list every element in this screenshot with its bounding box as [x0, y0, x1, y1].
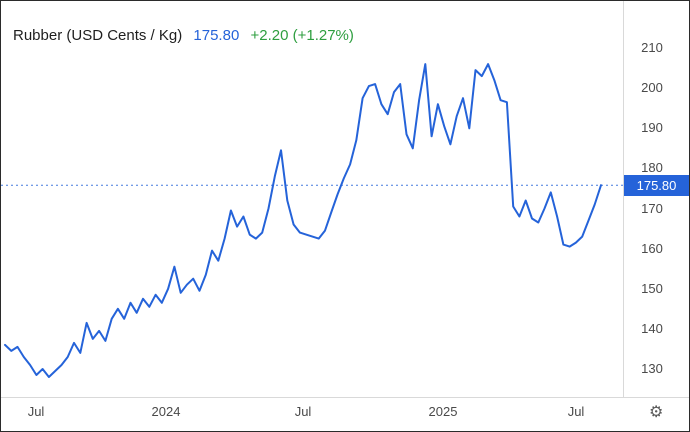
settings-gear-icon[interactable]: ⚙	[649, 404, 664, 421]
x-tick-2024: 2024	[151, 404, 181, 419]
y-tick-140: 140	[641, 321, 663, 336]
y-tick-200: 200	[641, 80, 663, 95]
x-tick-2025: 2025	[428, 404, 458, 419]
x-tick-jul-2024: Jul	[294, 404, 312, 419]
y-tick-170: 170	[641, 201, 663, 216]
y-axis-line	[623, 1, 624, 398]
price-series-line	[4, 63, 602, 378]
x-axis-line	[1, 397, 689, 398]
y-tick-190: 190	[641, 120, 663, 135]
y-tick-180: 180	[641, 160, 663, 175]
instrument-title: Rubber (USD Cents / Kg)	[13, 27, 183, 44]
chart-plot-area[interactable]	[1, 1, 623, 398]
current-price-axis-badge: 175.80	[624, 175, 689, 196]
y-tick-130: 130	[641, 361, 663, 376]
last-price-value: 175.80	[193, 27, 240, 44]
y-tick-160: 160	[641, 241, 663, 256]
x-tick-jul-2025: Jul	[567, 404, 585, 419]
y-tick-150: 150	[641, 281, 663, 296]
y-tick-210: 210	[641, 40, 663, 55]
chart-header: Rubber (USD Cents / Kg) 175.80 +2.20 (+1…	[13, 27, 354, 44]
price-change: +2.20 (+1.27%)	[250, 27, 354, 44]
x-tick-jul-2023: Jul	[27, 404, 45, 419]
